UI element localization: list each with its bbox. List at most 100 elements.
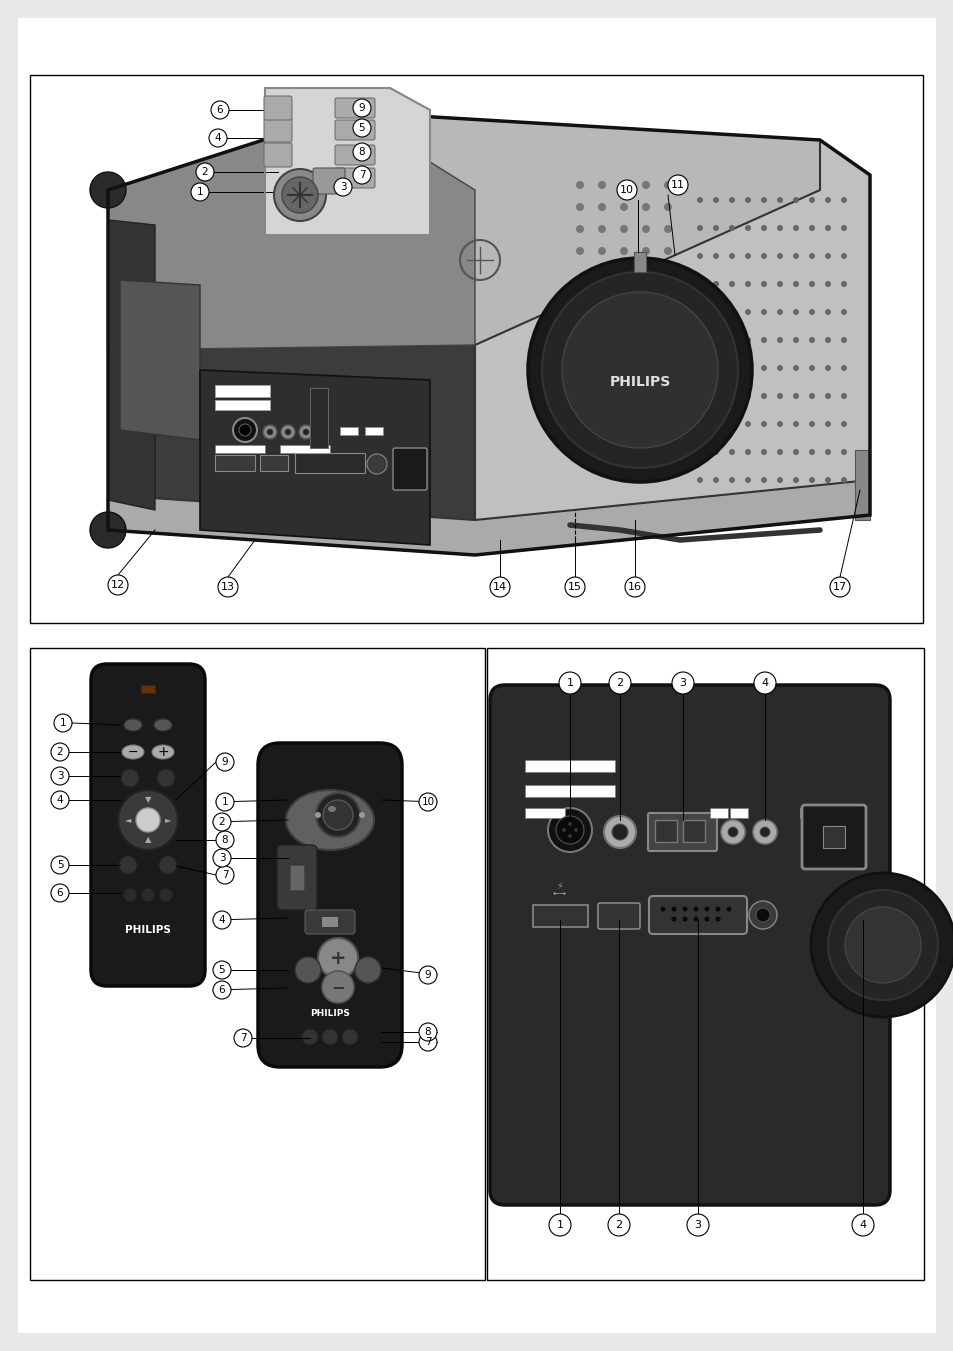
Circle shape [233,1029,252,1047]
Text: +: + [157,744,169,759]
Circle shape [322,1029,337,1046]
Text: ←→: ←→ [553,889,566,897]
Text: 2: 2 [616,678,623,688]
FancyBboxPatch shape [264,118,292,142]
Circle shape [728,449,734,455]
FancyBboxPatch shape [648,896,746,934]
Circle shape [753,671,775,694]
Circle shape [810,873,953,1017]
Circle shape [353,166,371,184]
Text: 8: 8 [358,147,365,157]
Circle shape [728,336,734,343]
Circle shape [776,365,782,372]
Text: 1: 1 [196,186,203,197]
Circle shape [760,309,766,315]
Circle shape [548,1215,571,1236]
Circle shape [776,197,782,203]
Circle shape [727,827,738,838]
Circle shape [663,247,671,255]
Circle shape [824,309,830,315]
FancyBboxPatch shape [647,813,717,851]
FancyBboxPatch shape [335,120,375,141]
Circle shape [744,336,750,343]
Text: 4: 4 [859,1220,865,1229]
Bar [524,785,615,797]
Circle shape [121,769,139,788]
Circle shape [51,884,69,902]
Circle shape [744,422,750,427]
Polygon shape [120,280,200,440]
Bar [214,385,270,397]
Circle shape [159,888,172,902]
Bar [214,444,265,453]
Bar [322,917,337,927]
Polygon shape [265,88,430,235]
Polygon shape [108,112,820,350]
Circle shape [315,793,359,838]
Circle shape [728,253,734,259]
Circle shape [744,309,750,315]
Text: ▲: ▲ [145,835,152,844]
Circle shape [792,393,799,399]
Circle shape [209,128,227,147]
Circle shape [561,828,565,832]
Circle shape [303,430,309,435]
FancyBboxPatch shape [91,663,205,986]
Circle shape [574,828,578,832]
Circle shape [215,831,233,848]
Text: 7: 7 [358,170,365,180]
Circle shape [744,449,750,455]
Circle shape [760,827,769,838]
Text: 8: 8 [221,835,228,844]
Text: 5: 5 [218,965,225,975]
Circle shape [659,907,665,912]
Circle shape [341,1029,357,1046]
Circle shape [213,911,231,929]
Circle shape [827,890,937,1000]
Circle shape [792,253,799,259]
Circle shape [829,577,849,597]
Circle shape [715,907,720,912]
Circle shape [123,888,137,902]
FancyBboxPatch shape [335,145,375,165]
Circle shape [712,336,719,343]
Text: 14: 14 [493,582,507,592]
Ellipse shape [328,807,335,812]
Circle shape [841,422,846,427]
Circle shape [603,816,636,848]
Circle shape [712,477,719,484]
FancyBboxPatch shape [276,844,316,911]
Circle shape [744,226,750,231]
Circle shape [728,365,734,372]
Circle shape [808,253,814,259]
Circle shape [218,577,237,597]
Text: 11: 11 [670,180,684,190]
Circle shape [760,336,766,343]
Bar [533,905,587,927]
Circle shape [744,477,750,484]
Text: 3: 3 [339,182,346,192]
Text: 6: 6 [216,105,223,115]
Text: 2: 2 [201,168,208,177]
Circle shape [755,908,769,921]
Circle shape [697,336,702,343]
Text: ►: ► [165,816,172,824]
Circle shape [51,743,69,761]
Text: 2: 2 [56,747,63,757]
Text: 7: 7 [424,1038,431,1047]
Circle shape [213,848,231,867]
Text: 5: 5 [56,861,63,870]
Circle shape [776,281,782,286]
Text: 5: 5 [358,123,365,132]
Circle shape [213,981,231,998]
Circle shape [776,253,782,259]
Circle shape [598,203,605,211]
Bar [800,808,849,817]
Circle shape [776,477,782,484]
Circle shape [752,820,776,844]
Circle shape [697,226,702,231]
Text: +: + [330,948,346,967]
Circle shape [576,203,583,211]
Circle shape [824,253,830,259]
Circle shape [556,816,583,844]
